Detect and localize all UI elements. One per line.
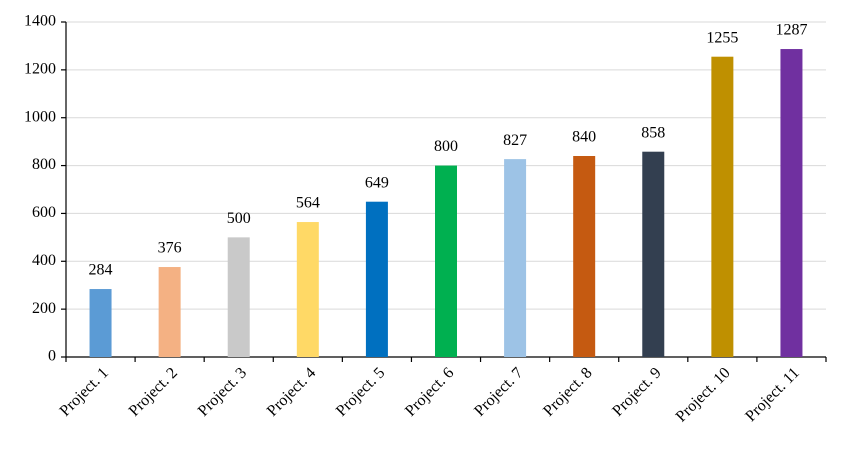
y-tick-label: 1400 [24,13,56,30]
y-tick-label: 1200 [24,61,56,78]
bar [296,222,319,357]
x-tick-label: Project. 7 [471,364,526,419]
bar [780,49,803,358]
data-label: 858 [641,124,665,141]
data-label: 800 [434,138,458,155]
data-label: 500 [227,210,251,227]
x-tick-label: Project. 8 [540,364,595,419]
bar [573,156,596,357]
data-label: 564 [296,195,320,212]
data-label: 840 [572,129,596,146]
bar [158,267,181,357]
x-tick-label: Project. 6 [402,364,457,419]
y-tick-label: 800 [32,156,56,173]
x-tick-label: Project. 10 [673,364,734,425]
x-tick-label: Project. 3 [195,364,250,419]
x-tick-label: Project. 2 [126,364,181,419]
bar [504,159,527,357]
x-tick-label: Project. 1 [57,364,112,419]
y-tick-label: 400 [32,252,56,269]
bar [89,289,112,357]
x-tick-label: Project. 9 [609,364,664,419]
bar [435,165,457,357]
bar [642,151,665,357]
data-label: 1255 [706,29,738,46]
bar [711,56,734,357]
data-label: 827 [503,132,527,149]
bar [365,201,388,357]
data-label: 1287 [775,22,807,39]
y-tick-label: 0 [48,348,56,365]
data-label: 284 [89,262,113,279]
x-tick-label: Project. 11 [742,364,803,425]
data-label: 649 [365,174,389,191]
x-tick-label: Project. 4 [264,364,319,419]
x-tick-label: Project. 5 [333,364,388,419]
data-label: 376 [158,240,182,257]
y-tick-label: 1000 [24,108,56,125]
bar [227,237,250,357]
y-tick-label: 600 [32,204,56,221]
y-tick-label: 200 [32,300,56,317]
